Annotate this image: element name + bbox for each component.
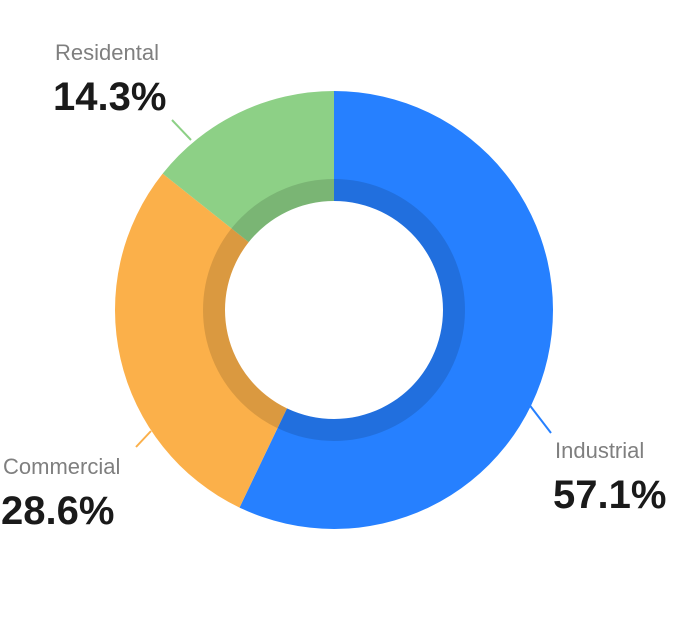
leader-lines-group xyxy=(135,119,552,448)
slice-industrial[interactable] xyxy=(239,91,553,529)
category-label-residental: Residental xyxy=(55,40,159,65)
category-label-commercial: Commercial xyxy=(3,454,120,479)
percent-label-industrial: 57.1% xyxy=(553,473,666,517)
slice-residental[interactable] xyxy=(162,90,334,243)
category-label-industrial: Industrial xyxy=(555,438,644,463)
leader-line-commercial xyxy=(135,430,152,448)
leader-line-residental xyxy=(171,119,192,141)
inner-shadow-ring xyxy=(203,179,465,441)
labels-group: Industrial 57.1% Commercial 28.6% Residental… xyxy=(1,40,666,533)
slices-group xyxy=(114,90,553,529)
percent-label-commercial: 28.6% xyxy=(1,489,114,533)
percent-label-residental: 14.3% xyxy=(53,75,166,119)
slice-commercial[interactable] xyxy=(114,173,287,508)
leader-line-industrial xyxy=(527,402,552,434)
